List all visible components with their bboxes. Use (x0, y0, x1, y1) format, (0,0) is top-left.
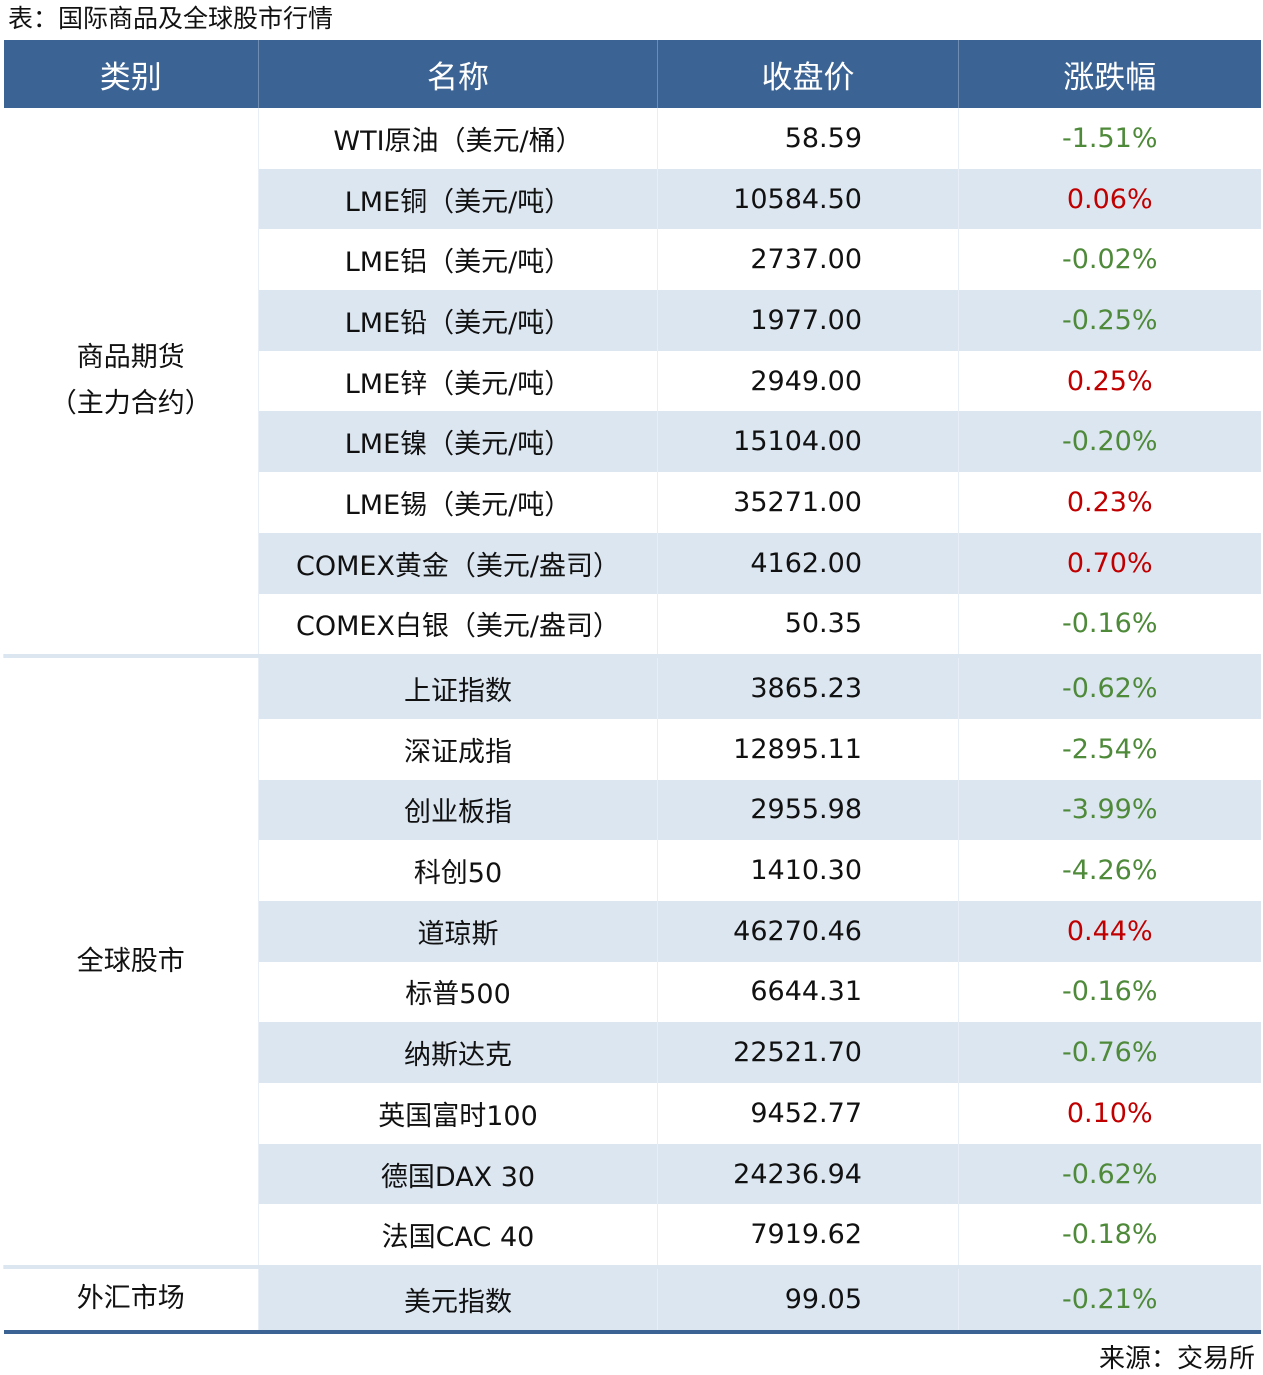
change-cell: -0.76% (958, 1022, 1261, 1083)
change-cell: 0.10% (958, 1083, 1261, 1144)
change-cell: -0.18% (958, 1204, 1261, 1266)
name-cell: 法国CAC 40 (258, 1204, 658, 1266)
change-cell: -0.02% (958, 229, 1261, 291)
price-cell: 24236.94 (657, 1143, 959, 1205)
price-cell: 15104.00 (657, 411, 959, 473)
table-row: 道琼斯 46270.46 0.44% (4, 900, 1261, 962)
name-cell: LME镍（美元/吨） (258, 411, 658, 473)
name-cell: 英国富时100 (258, 1083, 658, 1144)
price-cell: 58.59 (657, 108, 959, 169)
name-cell: LME铝（美元/吨） (258, 229, 658, 291)
table-row: LME锡（美元/吨） 35271.00 0.23% (4, 472, 1261, 533)
market-table: 类别 名称 收盘价 涨跌幅 商品期货 （主力合约） WTI原油（美元/桶） 58.59… (3, 40, 1261, 1334)
price-cell: 50.35 (657, 593, 959, 655)
change-cell: -0.16% (958, 961, 1261, 1023)
price-cell: 2955.98 (657, 779, 959, 841)
header-name: 名称 (258, 40, 658, 108)
header-change: 涨跌幅 (958, 40, 1261, 108)
price-cell: 46270.46 (657, 900, 959, 962)
name-cell: 德国DAX 30 (258, 1143, 658, 1205)
section-divider (3, 1265, 1261, 1270)
header-price: 收盘价 (657, 40, 959, 108)
change-cell: -2.54% (958, 718, 1261, 780)
name-cell: LME锡（美元/吨） (258, 472, 658, 533)
name-cell: 深证成指 (258, 718, 658, 780)
name-cell: COMEX白银（美元/盎司） (258, 593, 658, 655)
table-row: 深证成指 12895.11 -2.54% (4, 718, 1261, 780)
change-cell: -0.21% (958, 1269, 1261, 1334)
price-cell: 35271.00 (657, 472, 959, 533)
name-cell: 美元指数 (258, 1269, 658, 1334)
table-row: 德国DAX 30 24236.94 -0.62% (4, 1143, 1261, 1205)
name-cell: WTI原油（美元/桶） (258, 108, 658, 169)
divider-cell (3, 1265, 1261, 1270)
change-cell: -0.20% (958, 411, 1261, 473)
header-row: 类别 名称 收盘价 涨跌幅 (3, 40, 1261, 108)
change-cell: -4.26% (958, 840, 1261, 901)
change-cell: -1.51% (958, 108, 1261, 169)
table-row: 法国CAC 40 7919.62 -0.18% (4, 1204, 1261, 1266)
table-row: LME铜（美元/吨） 10584.50 0.06% (4, 168, 1261, 230)
table-row: 纳斯达克 22521.70 -0.76% (4, 1022, 1261, 1083)
table-row: 商品期货 （主力合约） WTI原油（美元/桶） 58.59 -1.51% (3, 108, 1261, 655)
name-cell: 标普500 (258, 961, 658, 1023)
change-cell: 0.25% (958, 350, 1261, 412)
table-row: 全球股市 上证指数 3865.23 -0.62% (3, 658, 1261, 1266)
table-row: 创业板指 2955.98 -3.99% (4, 779, 1261, 841)
price-cell: 1410.30 (657, 840, 959, 901)
change-cell: 0.23% (958, 472, 1261, 533)
header-category: 类别 (3, 40, 259, 108)
price-cell: 10584.50 (657, 168, 959, 230)
price-cell: 99.05 (657, 1269, 959, 1334)
price-cell: 7919.62 (657, 1204, 959, 1266)
price-cell: 2949.00 (657, 350, 959, 412)
source-note: 来源：交易所 (1098, 1344, 1255, 1374)
change-cell: -0.62% (958, 658, 1261, 719)
change-cell: -3.99% (958, 779, 1261, 841)
category-cell: 商品期货 （主力合约） (3, 108, 259, 655)
price-cell: 2737.00 (657, 229, 959, 291)
section-divider (3, 654, 1261, 659)
category-cell: 全球股市 (3, 658, 259, 1266)
table-row: 英国富时100 9452.77 0.10% (4, 1083, 1261, 1144)
price-cell: 4162.00 (657, 532, 959, 594)
name-cell: LME铜（美元/吨） (258, 168, 658, 230)
table-row: COMEX白银（美元/盎司） 50.35 -0.16% (4, 593, 1261, 655)
change-cell: 0.44% (958, 900, 1261, 962)
name-cell: 上证指数 (258, 658, 658, 719)
price-cell: 12895.11 (657, 718, 959, 780)
name-cell: COMEX黄金（美元/盎司） (258, 532, 658, 594)
change-cell: 0.70% (958, 532, 1261, 594)
table-row: LME铅（美元/吨） 1977.00 -0.25% (4, 290, 1261, 351)
price-cell: 6644.31 (657, 961, 959, 1023)
change-cell: -0.16% (958, 593, 1261, 655)
change-cell: -0.25% (958, 290, 1261, 351)
change-cell: -0.62% (958, 1143, 1261, 1205)
change-cell: 0.06% (958, 168, 1261, 230)
price-cell: 9452.77 (657, 1083, 959, 1144)
table-row: LME锌（美元/吨） 2949.00 0.25% (4, 350, 1261, 412)
name-cell: LME锌（美元/吨） (258, 350, 658, 412)
table-row: 科创50 1410.30 -4.26% (4, 840, 1261, 901)
price-cell: 22521.70 (657, 1022, 959, 1083)
name-cell: 纳斯达克 (258, 1022, 658, 1083)
price-cell: 1977.00 (657, 290, 959, 351)
table-title: 表：国际商品及全球股市行情 (8, 4, 334, 33)
table-row: 标普500 6644.31 -0.16% (4, 961, 1261, 1023)
table-row: LME铝（美元/吨） 2737.00 -0.02% (4, 229, 1261, 291)
price-cell: 3865.23 (657, 658, 959, 719)
table-row: 外汇市场 美元指数 99.05 -0.21% (3, 1269, 1261, 1334)
name-cell: LME铅（美元/吨） (258, 290, 658, 351)
category-cell: 外汇市场 (3, 1269, 259, 1334)
name-cell: 科创50 (258, 840, 658, 901)
table-row: COMEX黄金（美元/盎司） 4162.00 0.70% (4, 532, 1261, 594)
divider-cell (3, 654, 1261, 659)
name-cell: 道琼斯 (258, 900, 658, 962)
table-row: LME镍（美元/吨） 15104.00 -0.20% (4, 411, 1261, 473)
name-cell: 创业板指 (258, 779, 658, 841)
